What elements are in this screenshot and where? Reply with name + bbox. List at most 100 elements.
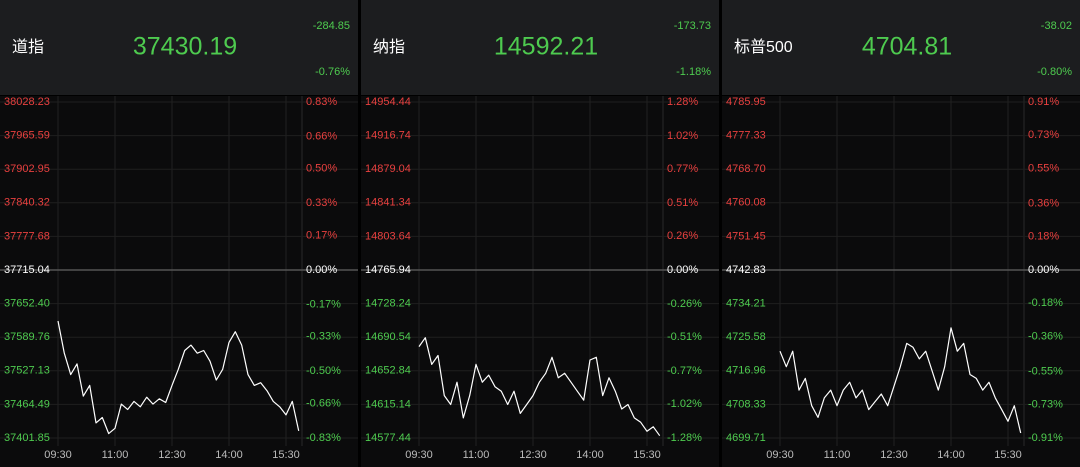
chart-bg [722,96,1080,467]
y-tick-label: 14879.04 [365,163,411,175]
y2-tick-label: -0.50% [306,365,341,377]
index-change-pct: -1.18% [676,66,711,78]
y-tick-label: 4751.45 [726,230,766,242]
x-tick-label: 14:00 [937,449,965,461]
x-tick-label: 12:30 [158,449,186,461]
index-change-pct: -0.76% [315,66,350,78]
chart-bg [0,96,358,467]
y2-tick-label: 0.91% [1028,96,1059,108]
y-tick-label: 37965.59 [4,130,50,142]
y-tick-label: 14765.94 [365,264,411,276]
y-tick-label: 4716.96 [726,365,766,377]
y2-tick-label: -0.83% [306,432,341,444]
x-tick-label: 15:30 [994,449,1022,461]
y2-tick-label: -0.51% [667,331,702,343]
y-tick-label: 4768.70 [726,163,766,175]
y2-tick-label: 0.66% [306,130,337,142]
y2-tick-label: -0.91% [1028,432,1063,444]
y2-tick-label: 0.26% [667,230,698,242]
y2-tick-label: 1.02% [667,130,698,142]
index-change: -173.73 [674,20,711,32]
y-tick-label: 37777.68 [4,230,50,242]
index-change: -284.85 [313,20,350,32]
y-tick-label: 37589.76 [4,331,50,343]
x-tick-label: 09:30 [405,449,433,461]
x-tick-label: 15:30 [633,449,661,461]
price-line [779,327,1022,434]
price-line [57,320,300,435]
y-tick-label: 14577.44 [365,432,411,444]
x-tick-label: 14:00 [576,449,604,461]
y2-tick-label: -0.77% [667,365,702,377]
y2-tick-label: -0.26% [667,298,702,310]
y2-tick-label: 0.73% [1028,129,1059,141]
y-tick-label: 4699.71 [726,432,766,444]
y2-tick-label: 0.00% [667,264,698,276]
y2-tick-label: 0.50% [306,163,337,175]
y2-tick-label: -0.73% [1028,399,1063,411]
x-tick-label: 11:00 [102,449,129,461]
x-tick-label: 14:00 [215,449,243,461]
y-tick-label: 4734.21 [726,297,766,309]
x-tick-label: 15:30 [272,449,300,461]
y2-tick-label: 0.55% [1028,162,1059,174]
y2-tick-label: -1.02% [667,398,702,410]
y-tick-label: 37715.04 [4,264,50,276]
y-tick-label: 37840.32 [4,197,50,209]
index-price: 14592.21 [494,33,598,61]
y-tick-label: 14803.64 [365,230,411,242]
y-tick-label: 14954.44 [365,96,411,108]
y2-tick-label: -0.66% [306,397,341,409]
y2-tick-label: -0.36% [1028,330,1063,342]
x-tick-label: 12:30 [880,449,908,461]
y2-tick-label: -0.55% [1028,365,1063,377]
y-tick-label: 14690.54 [365,331,411,343]
index-panel: 纳指 14592.21 -173.73 -1.18% 09:30 11:00 12:30 14… [361,0,719,467]
y-tick-label: 4708.33 [726,398,766,410]
y2-tick-label: -0.18% [1028,297,1063,309]
y-tick-label: 4785.95 [726,96,766,108]
price-line [418,337,661,437]
x-tick-label: 11:00 [824,449,851,461]
y2-tick-label: 0.00% [306,264,337,276]
y2-tick-label: 0.77% [667,163,698,175]
index-name: 纳指 [373,38,405,56]
index-panel: 道指 37430.19 -284.85 -0.76% 09:30 11:00 12:30 14… [0,0,358,467]
index-change-pct: -0.80% [1037,66,1072,78]
y2-tick-label: 0.51% [667,197,698,209]
y-tick-label: 4742.83 [726,264,766,276]
y2-tick-label: 0.83% [306,96,337,108]
index-name: 标普500 [734,38,793,56]
y-tick-label: 4777.33 [726,129,766,141]
y-tick-label: 37527.13 [4,365,50,377]
index-panel: 标普500 4704.81 -38.02 -0.80% 09:30 11:00 12:30 1… [722,0,1080,467]
y2-tick-label: -0.17% [306,298,341,310]
x-tick-label: 12:30 [519,449,547,461]
y-tick-label: 4725.58 [726,331,766,343]
header-bg [722,0,1080,95]
y2-tick-label: 0.36% [1028,197,1059,209]
y-tick-label: 37902.95 [4,163,50,175]
index-name: 道指 [12,38,44,56]
y-tick-label: 37464.49 [4,398,50,410]
header-bg [361,0,719,95]
y-tick-label: 14728.24 [365,298,411,310]
index-change: -38.02 [1041,20,1072,32]
y-tick-label: 4760.08 [726,197,766,209]
x-tick-label: 09:30 [766,449,794,461]
x-tick-label: 09:30 [44,449,72,461]
y-tick-label: 37401.85 [4,432,50,444]
y2-tick-label: 1.28% [667,96,698,108]
y2-tick-label: -0.33% [306,331,341,343]
y2-tick-label: 0.17% [306,229,337,241]
index-price: 4704.81 [862,33,952,61]
y-tick-label: 37652.40 [4,298,50,310]
y2-tick-label: -1.28% [667,432,702,444]
y-tick-label: 14615.14 [365,398,411,410]
y2-tick-label: 0.18% [1028,231,1059,243]
chart-bg [361,96,719,467]
y-tick-label: 38028.23 [4,96,50,108]
y2-tick-label: 0.33% [306,197,337,209]
